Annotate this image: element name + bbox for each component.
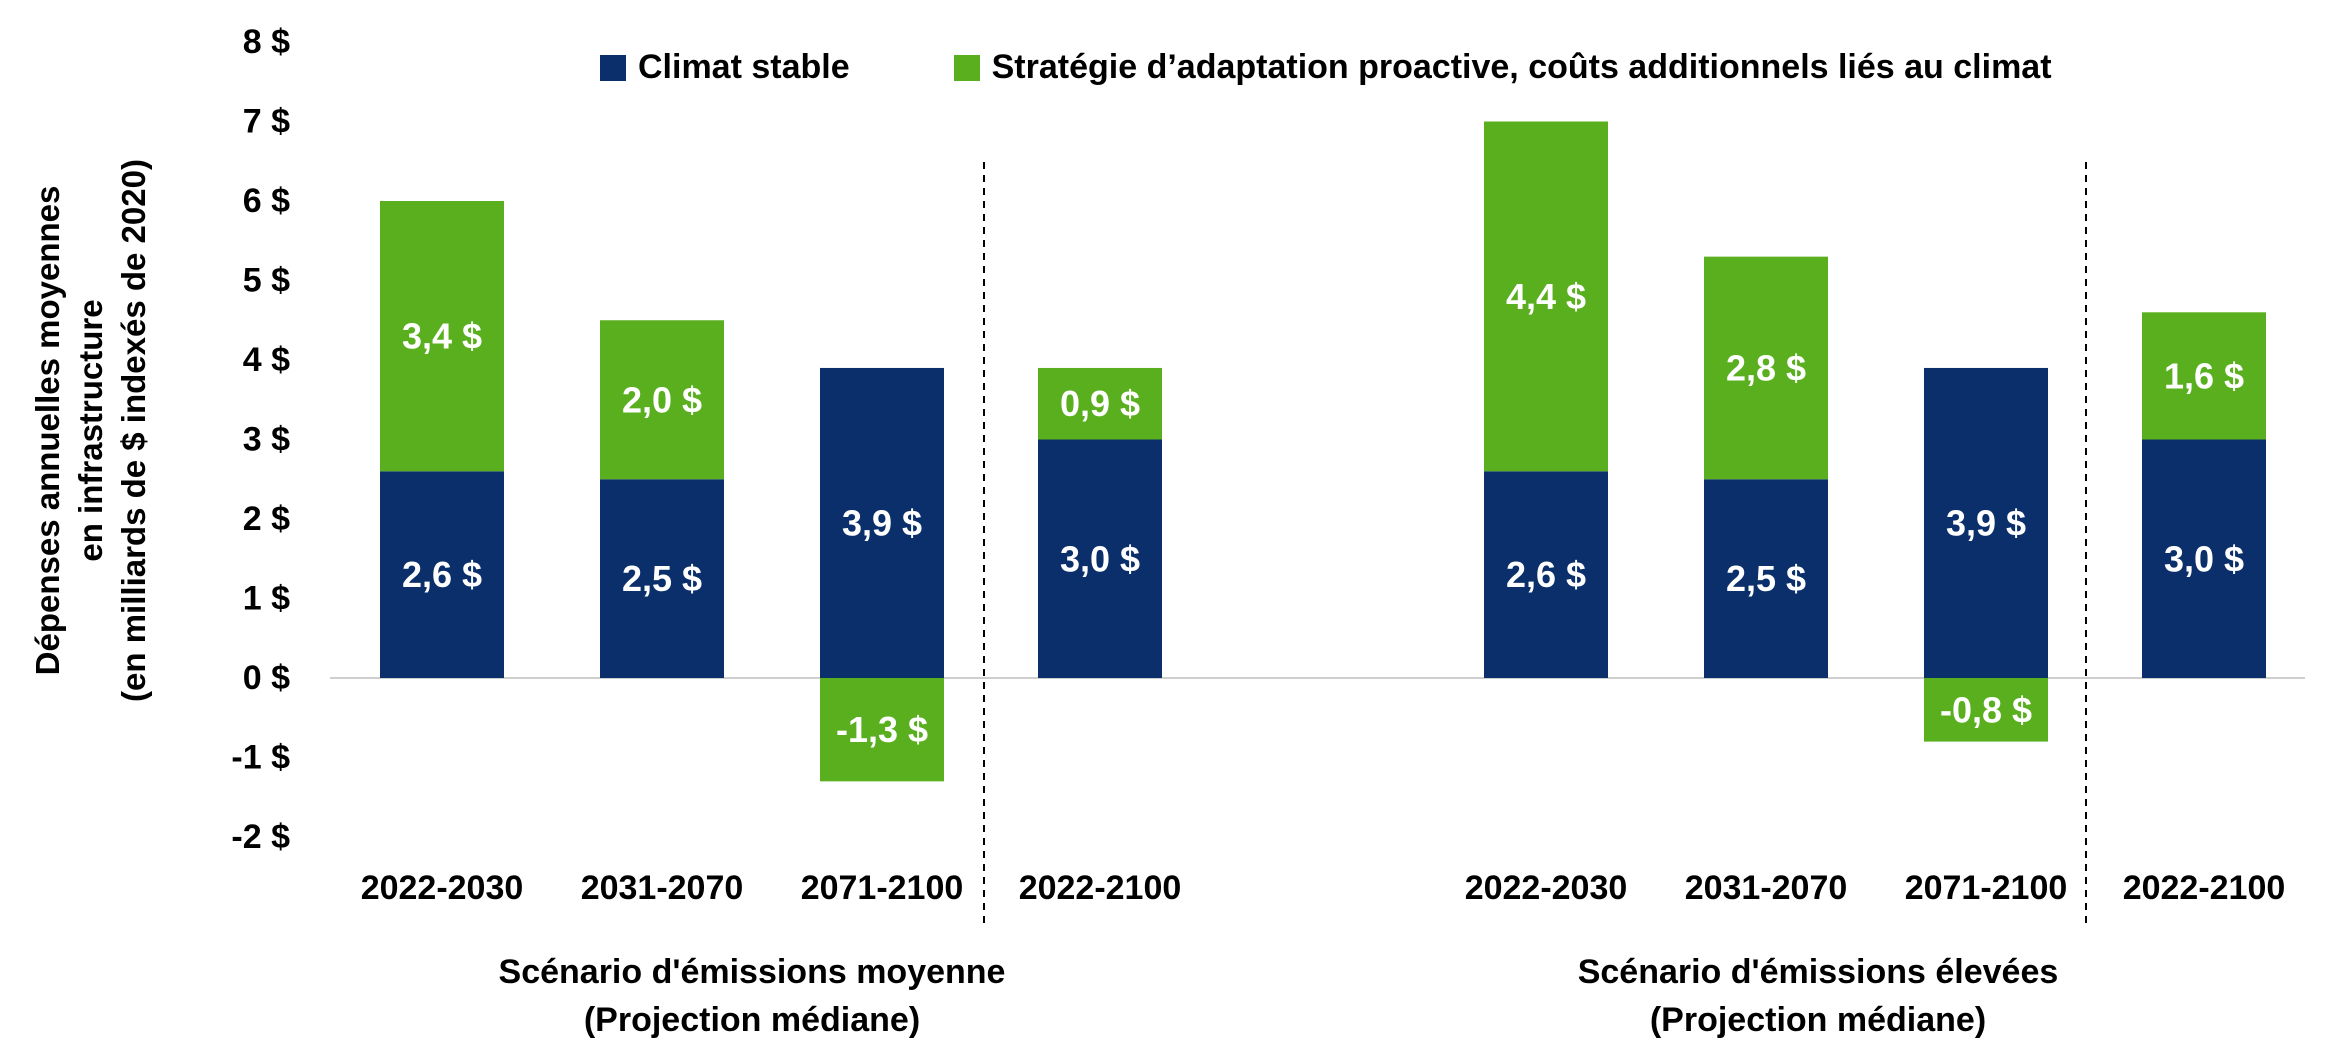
- bar-adaptation-label: 2,0 $: [622, 379, 702, 420]
- x-tick-label: 2022-2030: [361, 869, 524, 907]
- bar-stable-label: 3,9 $: [842, 502, 922, 543]
- group-title-high: Scénario d'émissions élevées (Projection…: [1468, 948, 2168, 1044]
- bar-adaptation-label: -0,8 $: [1940, 689, 2032, 730]
- group-title-medium-line-1: Scénario d'émissions moyenne: [498, 953, 1006, 991]
- y-tick-label: 3 $: [243, 421, 290, 459]
- y-tick-label: 2 $: [243, 500, 290, 538]
- bar-adaptation: [1484, 121, 1608, 472]
- y-tick-label: 6 $: [243, 182, 290, 220]
- bar-stable: [820, 367, 944, 678]
- group-title-high-line-1: Scénario d'émissions élevées: [1577, 953, 2059, 991]
- legend-item-adaptation: Stratégie d’adaptation proactive, coûts …: [953, 48, 2052, 87]
- y-tick-label: -1 $: [231, 739, 290, 777]
- legend-swatch-adaptation: [953, 54, 980, 81]
- y-tick-label: 7 $: [243, 103, 290, 141]
- bar-adaptation-label: -1,3 $: [836, 709, 928, 750]
- bar-adaptation-label: 2,8 $: [1726, 347, 1806, 388]
- x-tick-label: 2071-2100: [801, 869, 964, 907]
- bar-stable-label: 3,0 $: [2164, 538, 2244, 579]
- x-tick-label: 2031-2070: [1685, 869, 1848, 907]
- group-title-high-line-2: (Projection médiane): [1649, 1001, 1987, 1039]
- bar-adaptation: [1038, 367, 1162, 440]
- bar-stable: [2142, 439, 2266, 678]
- bar-stable: [1038, 439, 1162, 678]
- bar-adaptation-label: 4,4 $: [1506, 276, 1586, 317]
- legend-label-stable: Climat stable: [638, 48, 850, 86]
- y-tick-label: 0 $: [243, 659, 290, 697]
- legend: Climat stable Stratégie d’adaptation pro…: [600, 48, 2156, 87]
- bar-adaptation-label: 3,4 $: [402, 316, 482, 357]
- y-tick-label: 8 $: [243, 23, 290, 61]
- bar-stable-label: 2,5 $: [1726, 558, 1806, 599]
- bar-adaptation: [820, 678, 944, 782]
- bar-adaptation: [1704, 256, 1828, 480]
- y-axis-title-line-2: en infrastructure: [71, 298, 109, 562]
- bar-adaptation: [1924, 678, 2048, 742]
- y-tick-label: 5 $: [243, 262, 290, 300]
- y-axis-title: Dépenses annuelles moyennes en infrastru…: [15, 120, 165, 740]
- bar-adaptation-label: 1,6 $: [2164, 355, 2244, 396]
- bar-stable: [600, 479, 724, 678]
- bar-stable-label: 2,6 $: [402, 554, 482, 595]
- bar-stable-label: 2,6 $: [1506, 554, 1586, 595]
- bar-adaptation: [380, 201, 504, 472]
- y-tick-label: 4 $: [243, 341, 290, 379]
- bar-stable: [380, 471, 504, 678]
- bar-stable: [1704, 479, 1828, 678]
- legend-item-stable: Climat stable: [600, 48, 850, 87]
- x-tick-label: 2031-2070: [581, 869, 744, 907]
- legend-swatch-stable: [600, 54, 626, 81]
- x-tick-label: 2022-2100: [1019, 869, 1182, 907]
- y-axis-title-text: Dépenses annuelles moyennes en infrastru…: [26, 159, 155, 702]
- bar-stable: [1924, 367, 2048, 678]
- y-axis-title-line-3: (en milliards de $ indexés de 2020): [114, 158, 152, 702]
- legend-label-adaptation: Stratégie d’adaptation proactive, coûts …: [991, 48, 2052, 86]
- bar-stable-label: 3,9 $: [1946, 502, 2026, 543]
- bar-adaptation: [2142, 312, 2266, 440]
- bar-stable: [1484, 471, 1608, 678]
- bar-adaptation: [600, 320, 724, 480]
- x-tick-label: 2022-2100: [2123, 869, 2286, 907]
- bar-stable-label: 2,5 $: [622, 558, 702, 599]
- x-tick-label: 2022-2030: [1465, 869, 1628, 907]
- bar-adaptation-label: 0,9 $: [1060, 383, 1140, 424]
- y-axis-title-line-1: Dépenses annuelles moyennes: [28, 185, 66, 675]
- x-tick-label: 2071-2100: [1905, 869, 2068, 907]
- group-title-medium: Scénario d'émissions moyenne (Projection…: [402, 948, 1102, 1044]
- y-tick-label: 1 $: [243, 580, 290, 618]
- bar-stable-label: 3,0 $: [1060, 538, 1140, 579]
- group-title-medium-line-2: (Projection médiane): [583, 1001, 921, 1039]
- y-tick-label: -2 $: [231, 818, 290, 856]
